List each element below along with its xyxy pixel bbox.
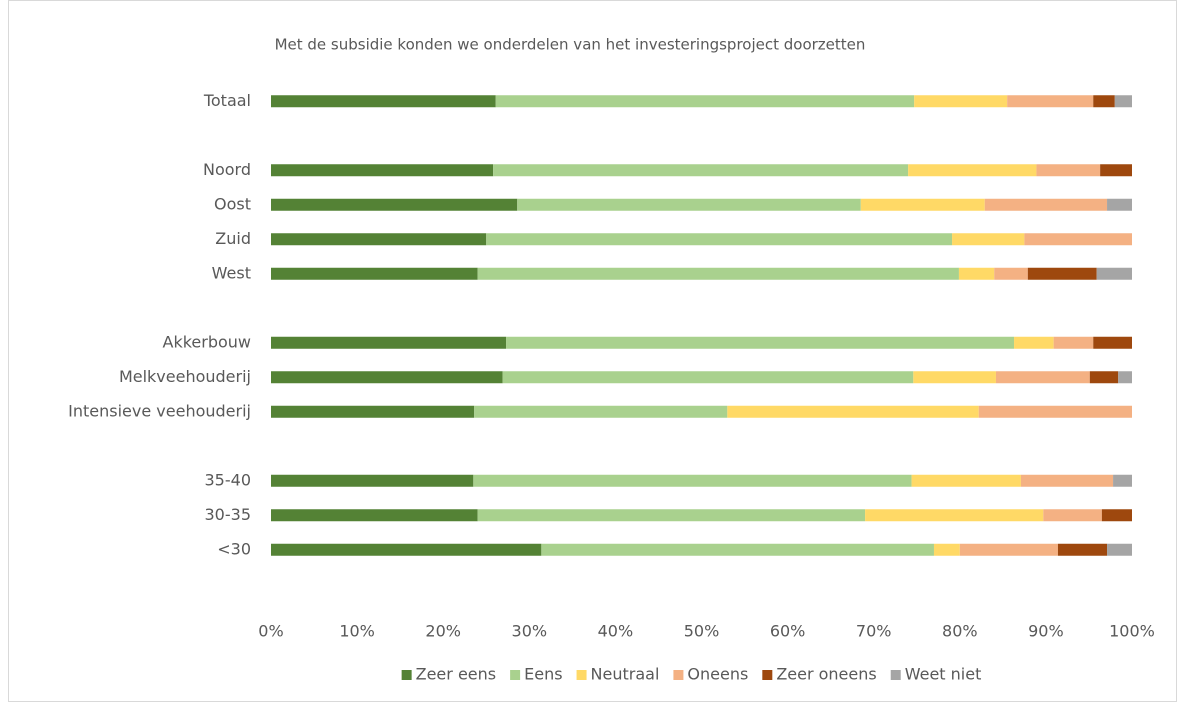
y-tick-label: 35-40 (205, 470, 252, 489)
bar-segment (913, 371, 996, 384)
x-tick-label: 60% (770, 622, 806, 641)
bar-segment (995, 371, 1090, 384)
y-tick-label: Melkveehouderij (119, 367, 251, 386)
bar-segment (1107, 198, 1132, 211)
bar-segment (1043, 509, 1102, 522)
bar-segment (517, 198, 861, 211)
legend-swatch (510, 670, 521, 680)
y-tick-label: Akkerbouw (163, 332, 252, 351)
bar-segment (541, 543, 934, 556)
bar-segment (1053, 336, 1094, 349)
bar-segment (984, 198, 1108, 211)
bar-segment (271, 543, 542, 556)
x-tick-label: 20% (425, 622, 461, 641)
bar-segment (473, 474, 912, 487)
y-tick-label: Totaal (203, 91, 251, 110)
legend-swatch (576, 670, 587, 680)
x-tick-label: 80% (942, 622, 978, 641)
bar-segment (952, 233, 1025, 246)
bar-segment (1014, 336, 1054, 349)
x-tick-label: 30% (512, 622, 548, 641)
bar-segment (1024, 233, 1132, 246)
y-tick-label: 30-35 (205, 505, 252, 524)
bar-segment (502, 371, 914, 384)
bar-segment (865, 509, 1044, 522)
y-tick-label: Intensieve veehouderij (68, 401, 251, 420)
bar-segment (978, 405, 1132, 418)
bar-segment (933, 543, 960, 556)
x-tick-label: 40% (598, 622, 634, 641)
bar-segment (914, 95, 1008, 108)
bar-segment (477, 509, 866, 522)
bar-segment (1036, 164, 1101, 177)
bar-segment (271, 405, 475, 418)
bar-segment (271, 233, 487, 246)
legend-swatch (673, 670, 684, 680)
bar-segment (860, 198, 985, 211)
bar-segment (1027, 267, 1097, 280)
x-tick-label: 10% (339, 622, 375, 641)
y-tick-label: Zuid (215, 229, 251, 248)
bar-segment (477, 267, 959, 280)
bar-segment (271, 198, 518, 211)
legend-label: Eens (524, 665, 562, 684)
chart-title: Met de subsidie konden we onderdelen van… (275, 36, 866, 54)
legend-label: Neutraal (591, 665, 660, 684)
bar-segment (1057, 543, 1108, 556)
bar-segment (1093, 336, 1132, 349)
y-tick-label: <30 (217, 539, 251, 558)
bar-segment (1101, 509, 1132, 522)
bar-segment (958, 267, 995, 280)
bar-segment (1007, 95, 1094, 108)
bar-segment (1118, 371, 1132, 384)
bar-segment (474, 405, 728, 418)
bar-segment (271, 267, 478, 280)
bar-segment (727, 405, 979, 418)
bar-segment (959, 543, 1058, 556)
bar-segment (1089, 371, 1119, 384)
bar-segment (908, 164, 1037, 177)
bar-segment (271, 371, 503, 384)
bar-segment (506, 336, 1015, 349)
bar-segment (486, 233, 953, 246)
x-tick-label: 0% (258, 622, 283, 641)
legend-label: Zeer oneens (776, 665, 876, 684)
chart-frame (8, 0, 1177, 702)
x-tick-label: 100% (1109, 622, 1155, 641)
bar-segment (1100, 164, 1132, 177)
legend-swatch (890, 670, 901, 680)
legend-swatch (762, 670, 773, 680)
y-tick-label: West (212, 263, 251, 282)
legend-swatch (401, 670, 412, 680)
bar-segment (271, 336, 507, 349)
bar-segment (495, 95, 915, 108)
legend-label: Zeer eens (416, 665, 496, 684)
bar-segment (1114, 95, 1132, 108)
bar-segment (1093, 95, 1115, 108)
x-tick-label: 90% (1028, 622, 1064, 641)
y-tick-label: Noord (203, 160, 251, 179)
bar-segment (994, 267, 1028, 280)
legend-label: Oneens (687, 665, 748, 684)
bar-segment (1107, 543, 1132, 556)
x-tick-label: 70% (856, 622, 892, 641)
bar-segment (271, 164, 494, 177)
bar-segment (271, 95, 496, 108)
y-tick-label: Oost (214, 194, 251, 213)
bar-segment (271, 509, 478, 522)
bar-segment (1020, 474, 1114, 487)
bar-segment (1096, 267, 1132, 280)
bar-segment (493, 164, 909, 177)
bar-segment (271, 474, 474, 487)
legend-label: Weet niet (905, 665, 982, 684)
bar-segment (1113, 474, 1132, 487)
bar-segment (911, 474, 1021, 487)
x-tick-label: 50% (684, 622, 720, 641)
